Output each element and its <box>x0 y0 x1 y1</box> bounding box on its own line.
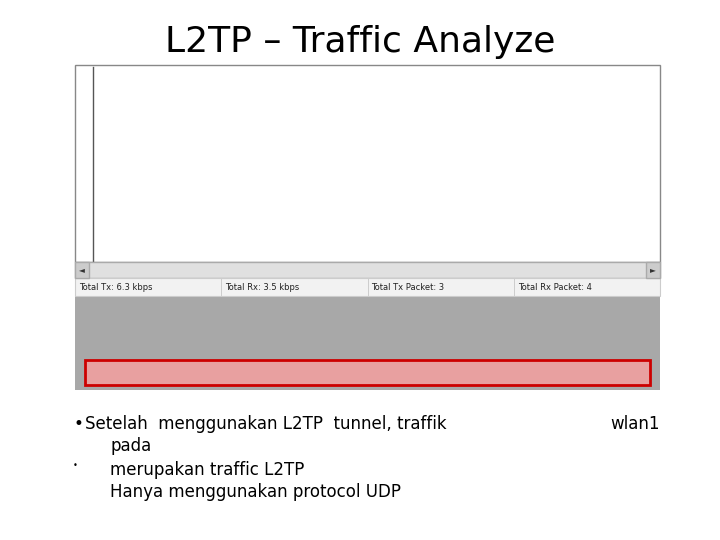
Text: Total Tx Packet: 3: Total Tx Packet: 3 <box>372 282 445 292</box>
Bar <box>75 262 660 278</box>
Bar <box>75 296 660 390</box>
Text: ◄: ◄ <box>79 266 85 274</box>
Bar <box>75 65 660 262</box>
Text: •: • <box>73 461 78 470</box>
Text: Total Rx: 3.5 kbps: Total Rx: 3.5 kbps <box>225 282 300 292</box>
Bar <box>75 262 89 278</box>
Bar <box>85 360 650 385</box>
Text: pada: pada <box>110 437 151 455</box>
Bar <box>75 278 660 296</box>
Text: Setelah  menggunakan L2TP  tunnel, traffik: Setelah menggunakan L2TP tunnel, traffik <box>85 415 446 433</box>
Text: ►: ► <box>650 266 656 274</box>
Text: L2TP – Traffic Analyze: L2TP – Traffic Analyze <box>165 25 555 59</box>
Bar <box>646 262 660 278</box>
Text: Total Tx: 6.3 kbps: Total Tx: 6.3 kbps <box>79 282 153 292</box>
Text: Hanya menggunakan protocol UDP: Hanya menggunakan protocol UDP <box>110 483 401 501</box>
Text: Total Rx Packet: 4: Total Rx Packet: 4 <box>518 282 592 292</box>
Text: merupakan traffic L2TP: merupakan traffic L2TP <box>110 461 305 479</box>
Text: •: • <box>73 415 83 433</box>
Text: wlan1: wlan1 <box>611 415 660 433</box>
